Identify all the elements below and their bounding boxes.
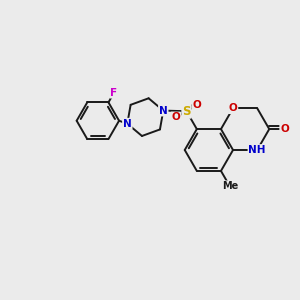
Text: O: O <box>193 100 202 110</box>
Text: O: O <box>171 112 180 122</box>
Text: NH: NH <box>248 145 266 155</box>
Text: O: O <box>229 103 237 113</box>
Text: F: F <box>110 88 118 98</box>
Text: Me: Me <box>222 181 238 191</box>
Text: S: S <box>182 105 191 118</box>
Text: O: O <box>280 124 289 134</box>
Text: N: N <box>123 119 132 129</box>
Text: N: N <box>159 106 168 116</box>
